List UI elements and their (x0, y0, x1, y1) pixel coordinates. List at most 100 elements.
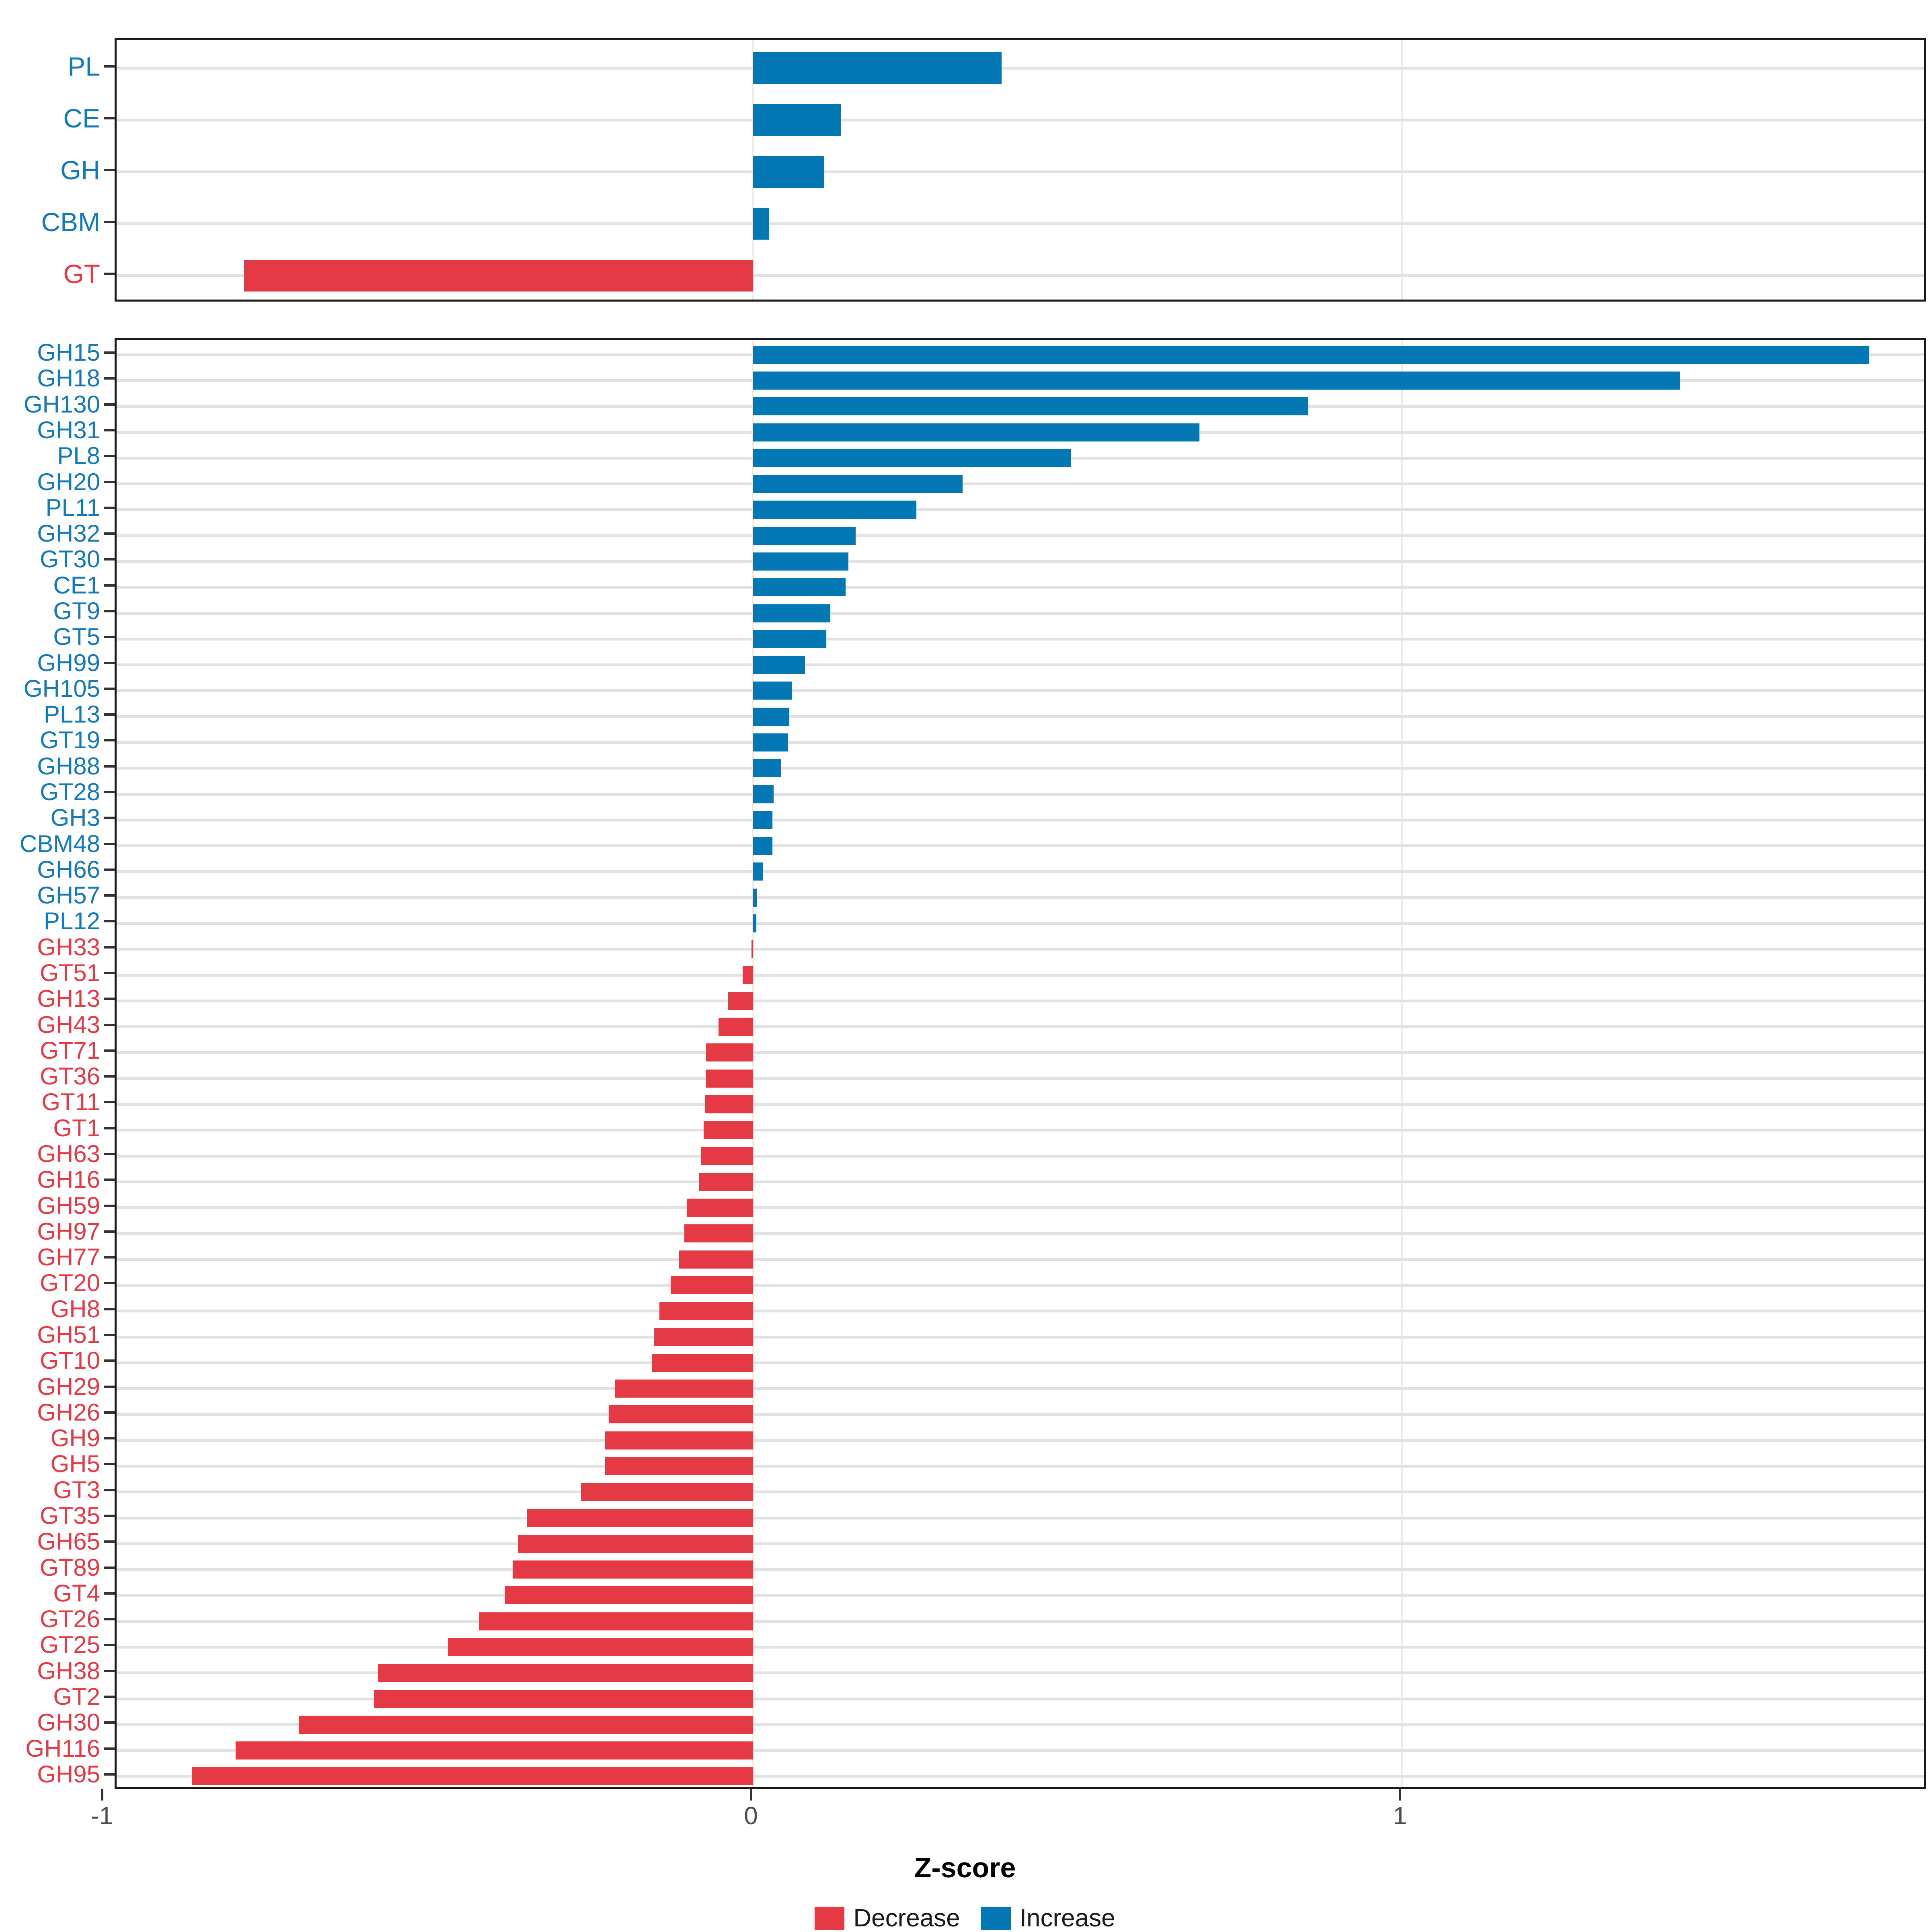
y-tick-mark (104, 1075, 115, 1078)
gridline-vertical (752, 340, 754, 1787)
bar-gh31 (753, 423, 1200, 441)
gridline-horizontal (117, 1645, 1924, 1649)
gridline-horizontal (117, 1542, 1924, 1545)
y-tick-mark (104, 1334, 115, 1336)
y-tick-mark (104, 65, 115, 68)
legend-label-decrease: Decrease (853, 1904, 960, 1932)
y-axis-label-gt51: GT51 (39, 959, 100, 986)
y-axis-label-pl12: PL12 (43, 907, 100, 935)
y-axis-label-gh77: GH77 (37, 1244, 100, 1271)
gridline-horizontal (117, 170, 1924, 173)
gridline-horizontal (117, 222, 1924, 225)
gridline-horizontal (117, 1516, 1924, 1519)
bottom-panel-bars (117, 340, 1924, 1787)
gridline-horizontal (117, 870, 1924, 873)
bar-pl13 (753, 707, 790, 726)
bar-gt4 (505, 1586, 753, 1605)
y-axis-label-gt4: GT4 (53, 1579, 100, 1607)
gridline-horizontal (117, 1697, 1924, 1700)
y-tick-mark (104, 610, 115, 612)
top-panel-y-axis-labels: PL CE GH CBM GT (0, 38, 115, 302)
gridline-horizontal (117, 1206, 1924, 1209)
x-tick-mark (101, 1789, 103, 1801)
gridline-horizontal (117, 767, 1924, 770)
y-tick-mark (104, 220, 115, 223)
y-axis-label-gh30: GH30 (37, 1709, 100, 1736)
bar-gh32 (753, 526, 856, 545)
gridline-vertical (1401, 340, 1403, 1787)
legend-item-decrease[interactable]: Decrease (815, 1906, 960, 1931)
y-axis-label-gh65: GH65 (37, 1528, 100, 1555)
y-tick-mark (104, 842, 115, 845)
bar-gh16 (699, 1172, 753, 1191)
gridline-horizontal (117, 793, 1924, 796)
y-tick-mark (104, 1644, 115, 1647)
bar-gt11 (705, 1095, 753, 1113)
bar-gt1 (703, 1121, 753, 1139)
bar-gh97 (684, 1224, 753, 1243)
bar-gt9 (753, 604, 830, 622)
bar-gt (244, 259, 753, 292)
y-axis-label-gt36: GT36 (39, 1063, 100, 1090)
y-tick-mark (104, 1773, 115, 1776)
y-tick-mark (104, 868, 115, 871)
legend-label-increase: Increase (1019, 1904, 1115, 1932)
gridline-horizontal (117, 1775, 1924, 1778)
bar-gh29 (615, 1380, 753, 1398)
bottom-panel-plot-area (115, 338, 1926, 1789)
x-tick-label: -1 (90, 1802, 113, 1830)
gridline-horizontal (117, 1413, 1924, 1416)
y-tick-mark (104, 1385, 115, 1388)
gridline-horizontal (117, 1232, 1924, 1235)
gridline-horizontal (117, 1439, 1924, 1442)
y-axis-label-gh29: GH29 (37, 1373, 100, 1400)
y-axis-label-gh43: GH43 (37, 1011, 100, 1038)
bar-ce1 (753, 578, 846, 597)
bar-gh3 (753, 811, 773, 829)
bar-gh20 (753, 475, 963, 493)
bar-gt19 (753, 733, 788, 751)
y-tick-mark (104, 713, 115, 716)
y-tick-mark (104, 1489, 115, 1491)
y-tick-mark (104, 687, 115, 690)
y-axis-label-gt28: GT28 (39, 778, 100, 805)
bar-gh18 (753, 371, 1680, 390)
y-axis-label-gt30: GT30 (39, 546, 100, 573)
y-tick-mark (104, 1101, 115, 1104)
legend-swatch-increase (981, 1907, 1011, 1930)
y-axis-label-gh59: GH59 (37, 1192, 100, 1219)
bar-pl12 (753, 914, 756, 932)
legend-item-increase[interactable]: Increase (981, 1906, 1115, 1931)
bar-gh57 (753, 888, 757, 907)
bar-gh99 (753, 656, 805, 674)
bar-gh116 (236, 1741, 753, 1760)
y-axis-label-gt71: GT71 (39, 1037, 100, 1064)
x-tick-mark (1398, 1789, 1401, 1801)
bar-gt36 (705, 1069, 753, 1088)
y-axis-label-gh5: GH5 (50, 1450, 100, 1478)
bar-gh43 (719, 1018, 753, 1036)
y-axis-label-gt19: GT19 (39, 727, 100, 754)
bar-ce (753, 104, 841, 136)
gridline-horizontal (117, 1258, 1924, 1261)
gridline-horizontal (117, 1568, 1924, 1571)
bar-gt71 (706, 1043, 753, 1062)
bar-gt30 (753, 552, 848, 571)
y-axis-label-cbm48: CBM48 (19, 830, 100, 857)
gridline-horizontal (117, 896, 1924, 899)
y-tick-mark (104, 1256, 115, 1259)
y-axis-label-gh26: GH26 (37, 1398, 100, 1426)
y-axis-label-gt35: GT35 (39, 1502, 100, 1529)
bar-gh15 (753, 345, 1869, 364)
bar-gh77 (679, 1250, 753, 1269)
y-axis-label-gt11: GT11 (41, 1088, 100, 1116)
gridline-horizontal (117, 1077, 1924, 1080)
y-axis-label-pl13: PL13 (43, 701, 100, 728)
gridline-horizontal (117, 119, 1924, 121)
bar-gt51 (742, 966, 753, 984)
gridline-horizontal (117, 1464, 1924, 1468)
y-axis-label-gh8: GH8 (50, 1295, 100, 1322)
bar-pl11 (753, 501, 917, 519)
y-axis-label-gt26: GT26 (39, 1606, 100, 1633)
bar-gh (753, 156, 824, 188)
